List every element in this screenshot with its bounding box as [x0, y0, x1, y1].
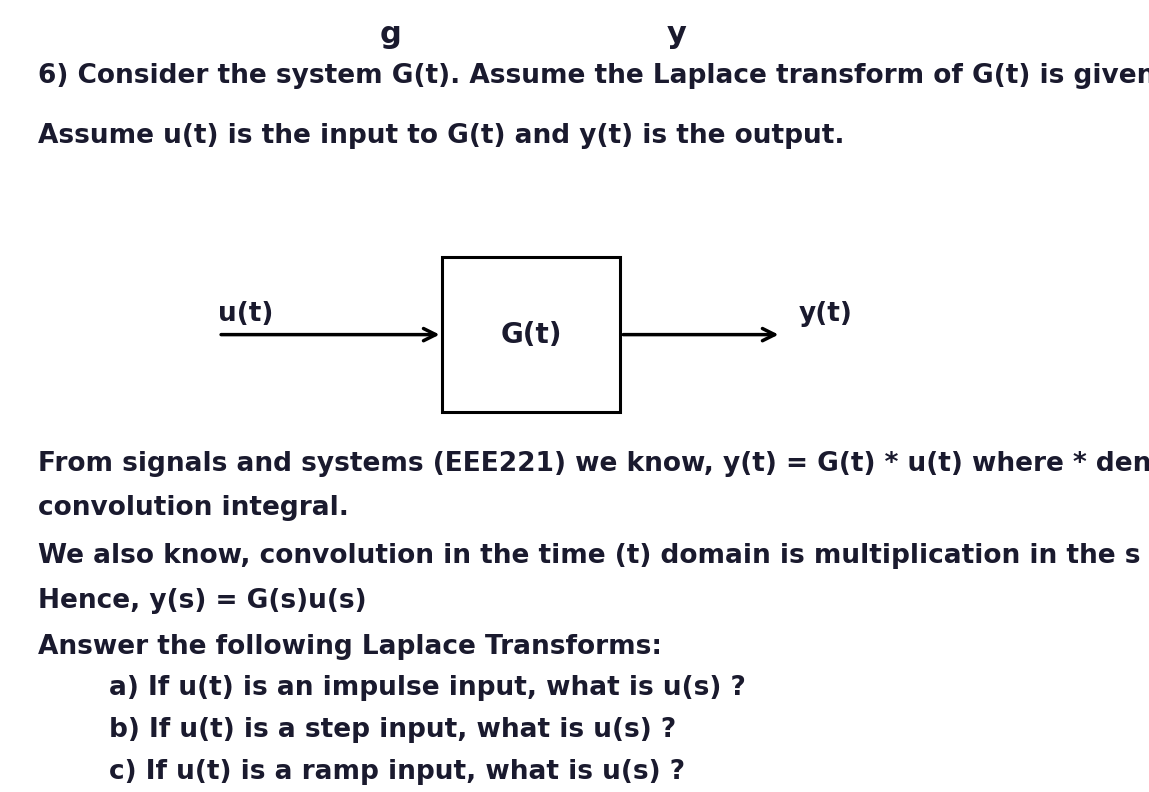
- FancyBboxPatch shape: [442, 257, 620, 412]
- Text: u(t): u(t): [218, 301, 273, 326]
- Text: We also know, convolution in the time (t) domain is multiplication in the s doma: We also know, convolution in the time (t…: [38, 543, 1149, 569]
- Text: y: y: [666, 20, 686, 49]
- Text: convolution integral.: convolution integral.: [38, 495, 349, 521]
- Text: y(t): y(t): [799, 301, 853, 326]
- Text: 6) Consider the system G(t). Assume the Laplace transform of G(t) is given by G(: 6) Consider the system G(t). Assume the …: [38, 63, 1149, 89]
- Text: c) If u(t) is a ramp input, what is u(s) ?: c) If u(t) is a ramp input, what is u(s)…: [109, 759, 685, 785]
- Text: Answer the following Laplace Transforms:: Answer the following Laplace Transforms:: [38, 634, 662, 660]
- Text: a) If u(t) is an impulse input, what is u(s) ?: a) If u(t) is an impulse input, what is …: [109, 675, 746, 701]
- Text: From signals and systems (EEE221) we know, y(t) = G(t) * u(t) where * denotes th: From signals and systems (EEE221) we kno…: [38, 451, 1149, 478]
- Text: Hence, y(s) = G(s)u(s): Hence, y(s) = G(s)u(s): [38, 588, 367, 614]
- Text: G(t): G(t): [501, 321, 562, 348]
- Text: Assume u(t) is the input to G(t) and y(t) is the output.: Assume u(t) is the input to G(t) and y(t…: [38, 123, 845, 149]
- Text: b) If u(t) is a step input, what is u(s) ?: b) If u(t) is a step input, what is u(s)…: [109, 717, 677, 743]
- Text: g: g: [379, 20, 401, 49]
